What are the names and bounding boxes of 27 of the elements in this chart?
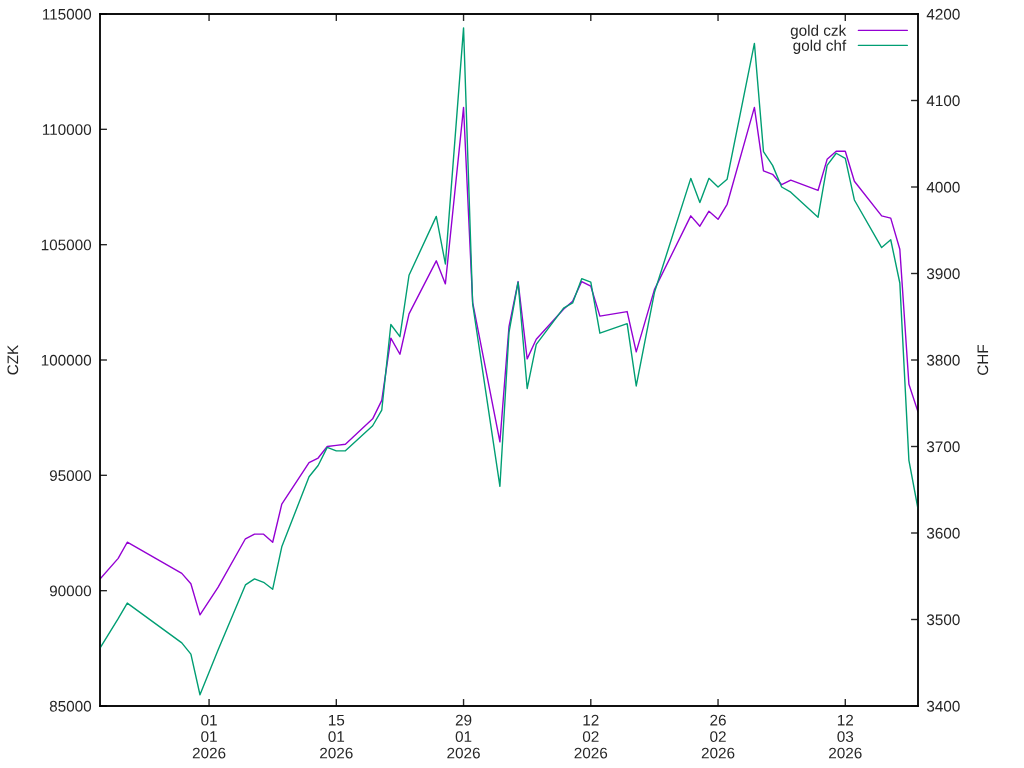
y-axis-title: CZK xyxy=(7,344,19,375)
y2-axis-title: CHF xyxy=(977,344,989,375)
y2-tick-label: 4100 xyxy=(926,95,960,107)
y2-tick-label: 3900 xyxy=(926,268,960,280)
y2-tick-label: 3600 xyxy=(926,527,960,539)
line-series xyxy=(100,106,918,616)
x-tick-label: 15 01 2026 xyxy=(320,714,353,759)
y2-tick-label: 3400 xyxy=(926,700,960,712)
y2-tick-label: 3800 xyxy=(926,354,960,366)
x-tick-label: 26 02 2026 xyxy=(701,714,735,759)
x-tick-label: 01 01 2026 xyxy=(192,714,226,759)
x-tick-label: 12 03 2026 xyxy=(829,714,862,759)
y-tick-label: 90000 xyxy=(49,585,92,597)
y2-tick-label: 3500 xyxy=(926,614,960,626)
y2-tick-label: 4000 xyxy=(926,181,960,193)
legend-label: gold czk xyxy=(790,24,847,39)
x-tick-label: 29 01 2026 xyxy=(447,714,480,759)
y2-tick-label: 3700 xyxy=(926,441,960,453)
y-tick-label: 95000 xyxy=(49,470,92,482)
y-tick-label: 110000 xyxy=(42,124,92,136)
y-tick-label: 100000 xyxy=(41,354,92,366)
x-tick-label: 12 02 2026 xyxy=(574,714,608,759)
y-tick-label: 115000 xyxy=(42,8,92,20)
y-tick-label: 85000 xyxy=(49,700,92,712)
y-tick-label: 105000 xyxy=(41,239,92,251)
y2-tick-label: 4200 xyxy=(926,8,960,20)
legend-label: gold chf xyxy=(793,39,847,54)
